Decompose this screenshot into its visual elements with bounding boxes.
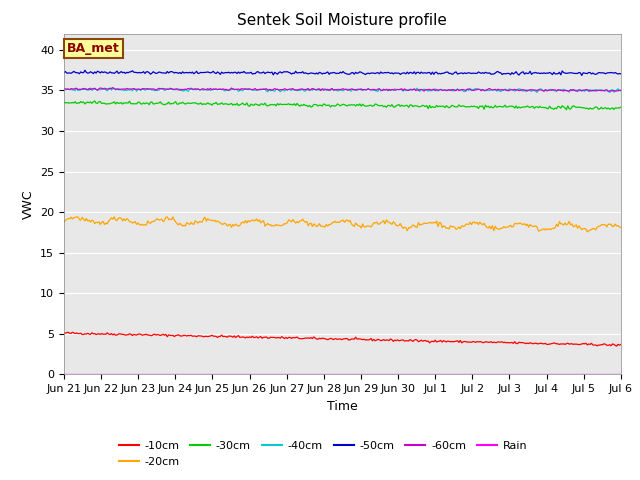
-10cm [65, 329, 72, 335]
-60cm [412, 88, 419, 94]
-50cm [81, 67, 89, 73]
Rain [127, 372, 135, 377]
-40cm [606, 90, 614, 96]
-20cm [467, 219, 474, 225]
-30cm [91, 98, 99, 104]
-30cm [282, 102, 290, 108]
-30cm [60, 99, 68, 105]
Rain [617, 372, 625, 377]
-50cm [243, 70, 251, 76]
Rain [60, 372, 68, 377]
-10cm [412, 336, 419, 342]
-40cm [463, 86, 471, 92]
Rain [281, 372, 289, 377]
-20cm [617, 225, 625, 230]
Line: -30cm: -30cm [64, 101, 621, 110]
-10cm [612, 343, 620, 349]
-20cm [129, 220, 136, 226]
-20cm [243, 220, 251, 226]
-20cm [584, 229, 591, 235]
-40cm [617, 88, 625, 94]
-30cm [243, 100, 251, 106]
-50cm [412, 71, 419, 77]
Line: -20cm: -20cm [64, 217, 621, 232]
-40cm [282, 87, 290, 93]
X-axis label: Time: Time [327, 400, 358, 413]
-10cm [60, 330, 68, 336]
Rain [462, 372, 470, 377]
-10cm [243, 334, 251, 340]
-60cm [109, 84, 116, 90]
-30cm [563, 107, 570, 113]
-60cm [129, 86, 136, 92]
Legend: -10cm, -20cm, -30cm, -40cm, -50cm, -60cm, Rain: -10cm, -20cm, -30cm, -40cm, -50cm, -60cm… [114, 437, 532, 471]
-40cm [412, 87, 419, 93]
Rain [241, 372, 249, 377]
-30cm [617, 104, 625, 110]
Text: BA_met: BA_met [67, 42, 120, 55]
Title: Sentek Soil Moisture profile: Sentek Soil Moisture profile [237, 13, 447, 28]
-60cm [604, 88, 612, 94]
-20cm [412, 224, 419, 230]
-40cm [129, 88, 136, 94]
-10cm [617, 342, 625, 348]
-30cm [129, 101, 136, 107]
-20cm [110, 214, 118, 220]
-30cm [412, 103, 419, 108]
Line: -40cm: -40cm [64, 88, 621, 93]
-50cm [282, 69, 290, 75]
-60cm [463, 86, 471, 92]
-50cm [129, 68, 136, 73]
-40cm [467, 85, 474, 91]
-50cm [467, 70, 474, 76]
-60cm [282, 86, 290, 92]
-50cm [463, 70, 471, 76]
-10cm [467, 339, 474, 345]
-20cm [463, 221, 471, 227]
Y-axis label: VWC: VWC [22, 189, 35, 219]
-50cm [60, 70, 68, 75]
-60cm [617, 87, 625, 93]
Line: -60cm: -60cm [64, 87, 621, 91]
-60cm [243, 86, 251, 92]
-50cm [578, 72, 586, 78]
-10cm [129, 333, 136, 338]
Line: -50cm: -50cm [64, 70, 621, 75]
-10cm [463, 339, 471, 345]
-20cm [60, 219, 68, 225]
-30cm [463, 104, 471, 110]
Rain [410, 372, 418, 377]
-40cm [106, 85, 114, 91]
-60cm [60, 86, 68, 92]
-10cm [282, 335, 290, 340]
-40cm [60, 86, 68, 92]
-40cm [243, 86, 251, 92]
-30cm [467, 104, 474, 109]
-20cm [282, 221, 290, 227]
-60cm [467, 86, 474, 92]
-50cm [617, 71, 625, 77]
Line: -10cm: -10cm [64, 332, 621, 346]
Rain [465, 372, 472, 377]
